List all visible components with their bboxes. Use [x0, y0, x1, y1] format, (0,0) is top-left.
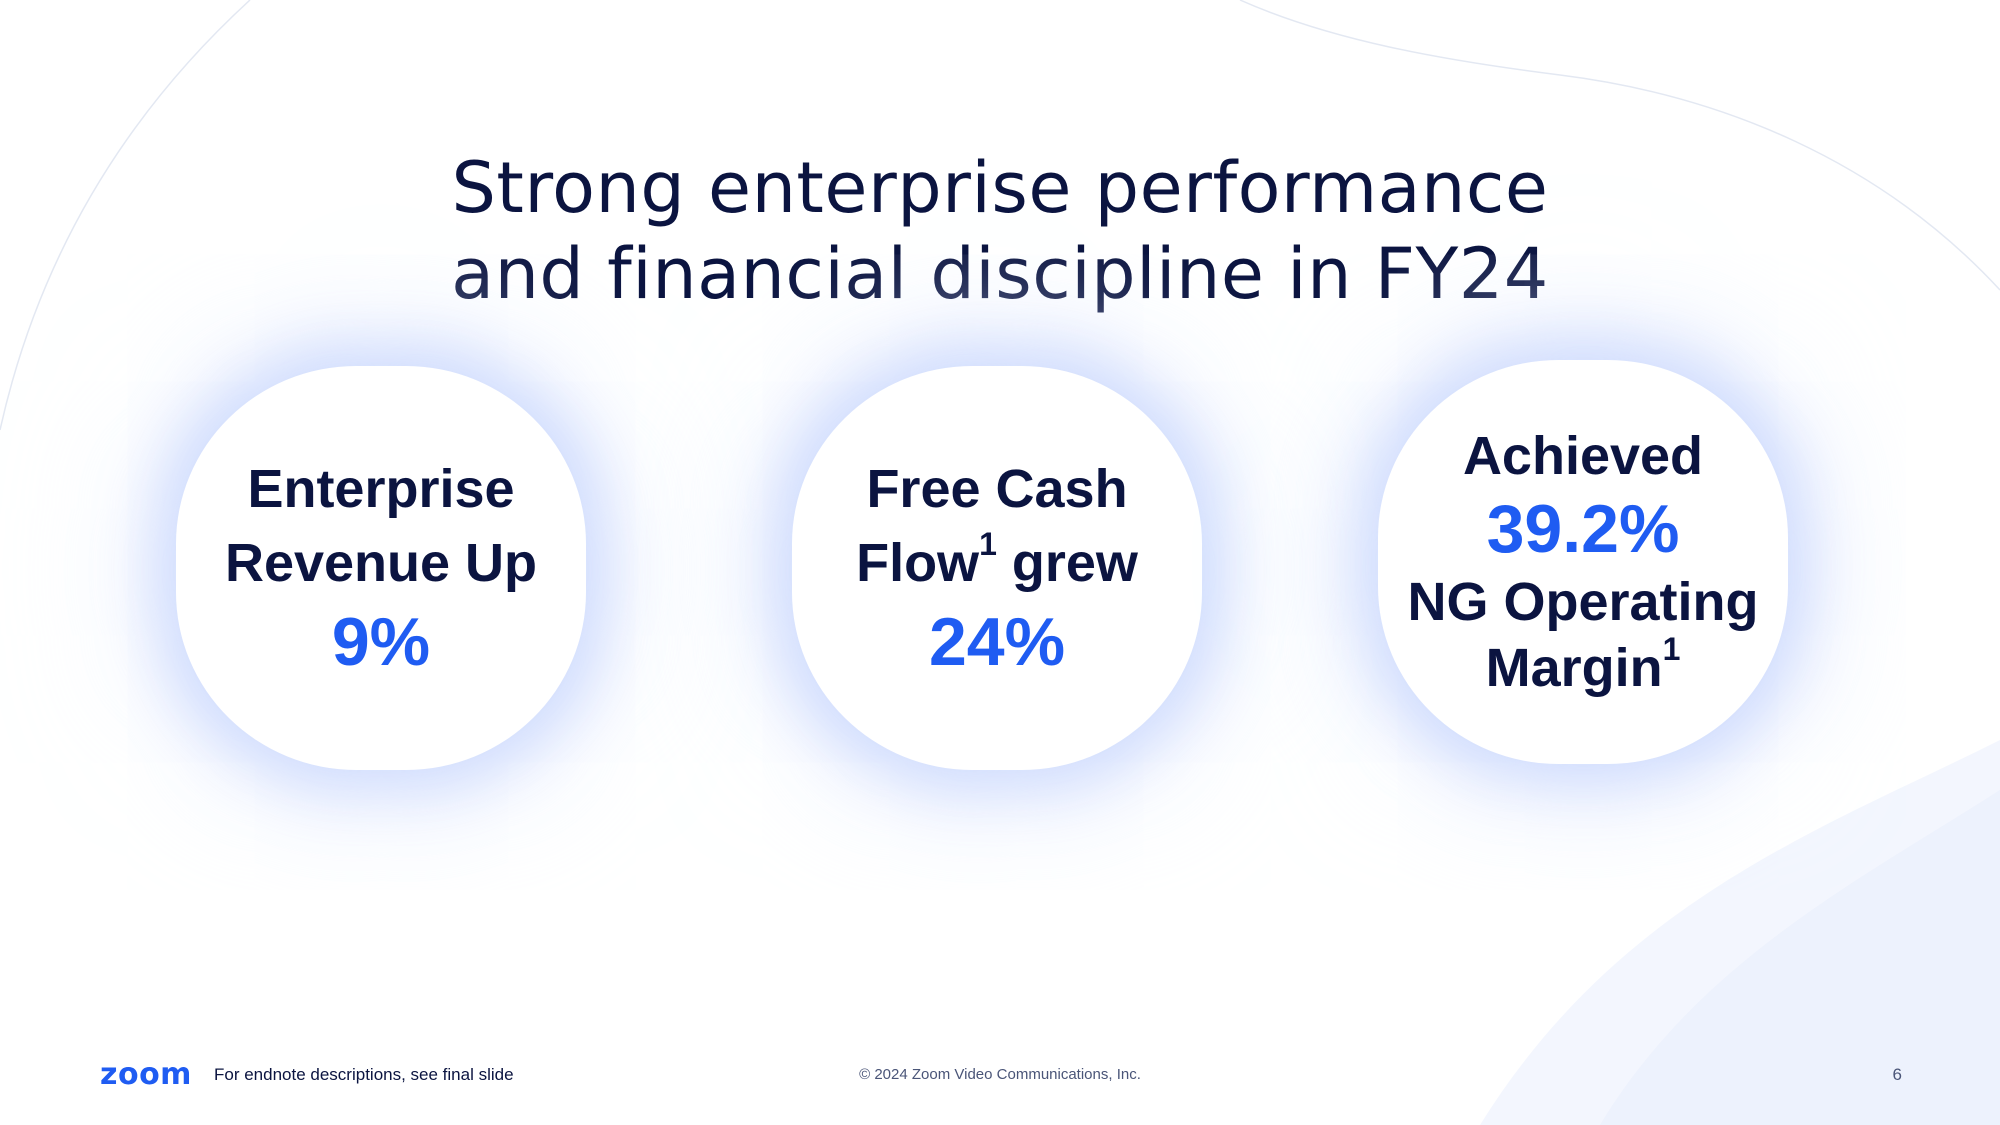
card-label-line-1: Enterprise: [247, 459, 515, 519]
free-cash-flow-value: 24%: [928, 604, 1066, 680]
enterprise-revenue-value: 9%: [331, 604, 431, 680]
operating-margin-card: Achieved 39.2% NG Operating Margin1: [1378, 360, 1788, 764]
free-cash-flow-card: Free Cash Flow1 grew 24%: [792, 366, 1202, 770]
card-label-line-2: Flow1 grew: [856, 526, 1138, 600]
operating-margin-value: 39.2%: [1486, 491, 1680, 567]
page-number: 6: [1892, 1065, 1902, 1084]
card-label-line-2: Revenue Up: [224, 533, 538, 593]
card-label-line-1: Achieved: [1462, 426, 1704, 486]
flow-word: Flow: [856, 533, 980, 593]
card-label-line-1: Free Cash: [866, 459, 1128, 519]
card-label-line-2: NG Operating: [1407, 572, 1759, 632]
copyright-text: © 2024 Zoom Video Communications, Inc.: [859, 1066, 1141, 1083]
enterprise-revenue-card: Enterprise Revenue Up 9%: [176, 366, 586, 770]
title-line-1: Strong enterprise performance: [451, 146, 1549, 229]
slide-title: Strong enterprise performance and financ…: [0, 145, 2000, 317]
margin-word: Margin: [1485, 638, 1663, 698]
footnote-marker: 1: [979, 526, 997, 562]
endnote-text: For endnote descriptions, see final slid…: [214, 1065, 514, 1084]
grew-word: grew: [996, 533, 1138, 593]
footnote-marker: 1: [1662, 631, 1681, 667]
title-line-2: and financial discipline in FY24: [451, 232, 1549, 315]
card-label-line-3: Margin1: [1485, 633, 1681, 701]
zoom-logo: zoom: [100, 1057, 192, 1092]
